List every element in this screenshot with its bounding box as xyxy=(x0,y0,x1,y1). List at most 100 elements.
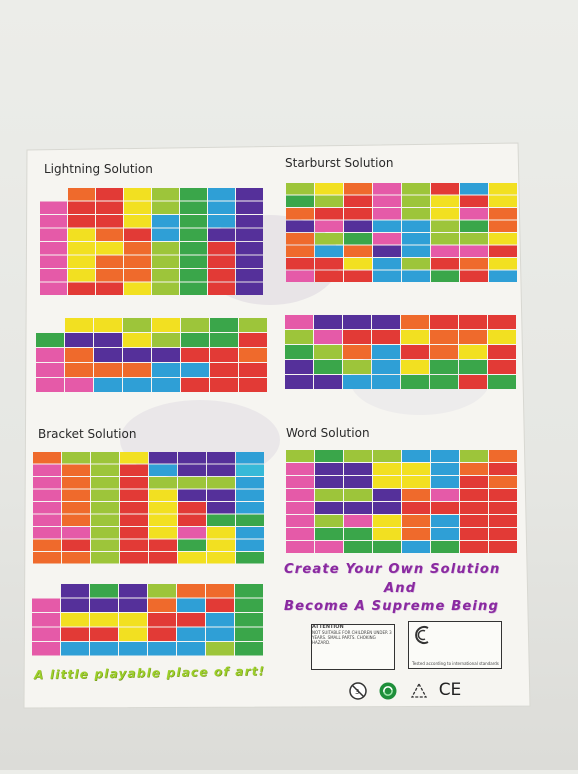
tile xyxy=(180,255,207,268)
tile xyxy=(120,464,148,476)
tile xyxy=(343,330,371,344)
tile xyxy=(178,527,206,539)
tile xyxy=(236,215,263,228)
tile xyxy=(431,233,459,245)
tile xyxy=(372,375,400,389)
tile xyxy=(343,375,371,389)
tile xyxy=(430,375,458,389)
tile xyxy=(120,514,148,526)
tile xyxy=(373,245,401,257)
tile xyxy=(235,613,263,627)
tile xyxy=(36,333,64,347)
tile xyxy=(315,220,343,232)
tile xyxy=(401,375,429,389)
tile xyxy=(152,228,179,241)
tile xyxy=(181,318,209,332)
tile xyxy=(62,502,90,514)
tile xyxy=(68,215,95,228)
tile xyxy=(344,515,372,527)
tile xyxy=(431,502,459,514)
tile xyxy=(344,541,372,553)
slogan-line-1: Create Your Own Solution xyxy=(284,562,501,577)
tile xyxy=(489,515,517,527)
tile xyxy=(402,502,430,514)
tile xyxy=(343,315,371,329)
standards-box: Tested according to international standa… xyxy=(408,621,502,669)
tile xyxy=(123,333,151,347)
tile xyxy=(149,477,177,489)
tile xyxy=(402,541,430,553)
tile xyxy=(402,195,430,207)
tile xyxy=(488,315,516,329)
tile xyxy=(91,452,119,464)
tile xyxy=(61,627,89,641)
tile xyxy=(430,315,458,329)
tile xyxy=(489,195,517,207)
tile xyxy=(207,489,235,501)
tile xyxy=(152,255,179,268)
tile xyxy=(315,245,343,257)
tile xyxy=(373,233,401,245)
recycle-icon xyxy=(378,681,398,701)
tile xyxy=(315,208,343,220)
tile xyxy=(96,228,123,241)
tile xyxy=(68,228,95,241)
tile xyxy=(36,348,64,362)
tile xyxy=(402,208,430,220)
warning-text: NOT SUITABLE FOR CHILDREN UNDER 3 YEARS.… xyxy=(312,630,392,645)
tile xyxy=(177,613,205,627)
tile xyxy=(68,188,95,201)
tile xyxy=(286,528,314,540)
tile xyxy=(33,539,61,551)
tile xyxy=(401,360,429,374)
tile xyxy=(208,282,235,295)
tile xyxy=(206,598,234,612)
tile xyxy=(180,201,207,214)
tile xyxy=(314,330,342,344)
tile xyxy=(460,463,488,475)
tile xyxy=(149,539,177,551)
tile xyxy=(207,452,235,464)
tile xyxy=(315,258,343,270)
tile xyxy=(210,333,238,347)
tile xyxy=(286,515,314,527)
tile xyxy=(460,528,488,540)
tile xyxy=(40,228,67,241)
tile xyxy=(373,183,401,195)
tile xyxy=(239,348,267,362)
tile xyxy=(489,258,517,270)
tile xyxy=(372,345,400,359)
tile xyxy=(488,360,516,374)
tile xyxy=(402,476,430,488)
tile xyxy=(460,195,488,207)
tile xyxy=(61,642,89,656)
tile xyxy=(372,360,400,374)
tile xyxy=(36,378,64,392)
tile xyxy=(489,541,517,553)
tile xyxy=(207,477,235,489)
tile xyxy=(315,233,343,245)
tile xyxy=(119,613,147,627)
tile xyxy=(90,613,118,627)
warning-title: ATTENTION xyxy=(312,624,344,630)
tile xyxy=(32,627,60,641)
tile xyxy=(459,345,487,359)
tile xyxy=(239,363,267,377)
tile xyxy=(181,348,209,362)
tile xyxy=(181,378,209,392)
tile xyxy=(94,348,122,362)
bracket-solution-label: Bracket Solution xyxy=(38,427,137,441)
tile xyxy=(149,489,177,501)
tile xyxy=(32,598,60,612)
tile xyxy=(431,183,459,195)
tile xyxy=(120,502,148,514)
tile xyxy=(373,195,401,207)
tile xyxy=(62,477,90,489)
tile xyxy=(149,527,177,539)
svg-text:3: 3 xyxy=(355,688,359,696)
tile xyxy=(61,613,89,627)
starburst-solution-label: Starburst Solution xyxy=(285,156,394,170)
tile xyxy=(286,463,314,475)
tile xyxy=(210,318,238,332)
